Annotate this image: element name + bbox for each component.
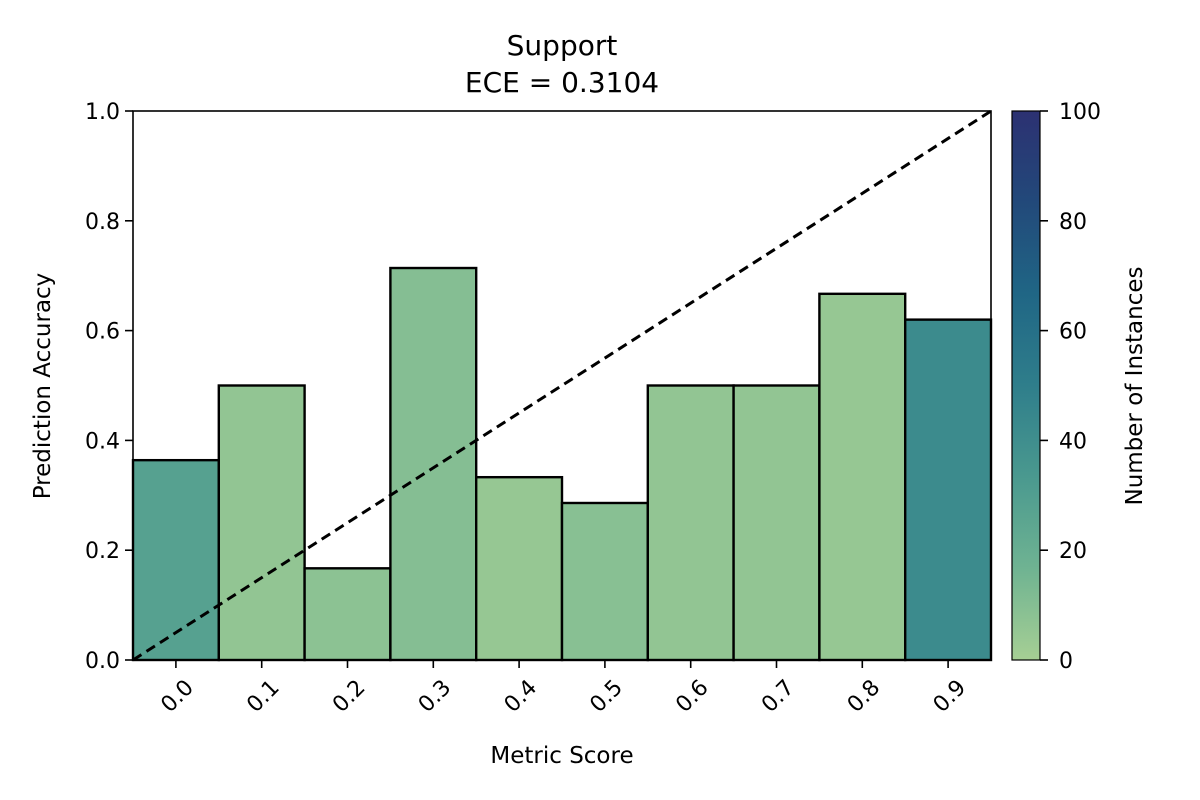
colorbar-tick-label: 60 <box>1059 320 1087 345</box>
x-tick-label: 0.3 <box>414 675 456 717</box>
x-tick-label: 0.1 <box>242 675 284 717</box>
bar-0.2 <box>303 567 392 662</box>
y-tick-label: 1.0 <box>85 100 120 125</box>
y-tick-label: 0.0 <box>85 649 120 674</box>
bar-0.6 <box>646 384 735 662</box>
y-tick-label: 0.8 <box>85 210 120 235</box>
bar-0.0 <box>131 458 221 662</box>
bar-0.8 <box>818 292 907 662</box>
colorbar <box>1011 110 1041 661</box>
x-tick-label: 0.9 <box>929 675 971 717</box>
x-tick-label: 0.6 <box>671 675 713 717</box>
plot-frame <box>132 110 992 661</box>
colorbar-tick-label: 0 <box>1059 649 1073 674</box>
y-axis: 0.0 0.2 0.4 0.6 0.8 1.0 <box>85 100 133 674</box>
colorbar-tick-label: 20 <box>1059 539 1087 564</box>
x-tick-label: 0.5 <box>585 675 627 717</box>
bar-0.7 <box>732 384 821 662</box>
colorbar-tick-label: 80 <box>1059 210 1087 235</box>
colorbar-label: Number of Instances <box>1122 267 1148 506</box>
x-tick-label: 0.2 <box>328 675 370 717</box>
y-tick-label: 0.2 <box>85 539 120 564</box>
x-axis: 0.0 0.1 0.2 0.3 0.4 0.5 0.6 0.7 0.8 0.9 <box>156 660 971 718</box>
colorbar-axis: 0 20 40 60 80 100 <box>1040 100 1101 674</box>
bar-0.3 <box>389 266 478 662</box>
colorbar-tick-label: 100 <box>1059 100 1101 125</box>
bar-0.5 <box>560 501 650 662</box>
bars-group <box>131 266 993 662</box>
bar-0.9 <box>904 318 993 662</box>
chart-subtitle: ECE = 0.3104 <box>465 66 659 99</box>
perfect-calibration-line <box>132 109 992 662</box>
x-axis-label: Metric Score <box>490 743 633 769</box>
bar-0.4 <box>475 475 564 662</box>
y-tick-label: 0.4 <box>85 429 120 454</box>
y-axis-label: Prediction Accuracy <box>30 273 56 500</box>
x-tick-label: 0.8 <box>843 675 885 717</box>
colorbar-tick-label: 40 <box>1059 429 1087 454</box>
chart-title: Support <box>507 29 618 62</box>
y-tick-label: 0.6 <box>85 320 120 345</box>
x-tick-label: 0.0 <box>156 675 198 717</box>
x-tick-label: 0.7 <box>757 675 799 717</box>
bar-0.1 <box>217 384 306 662</box>
x-tick-label: 0.4 <box>500 675 542 717</box>
